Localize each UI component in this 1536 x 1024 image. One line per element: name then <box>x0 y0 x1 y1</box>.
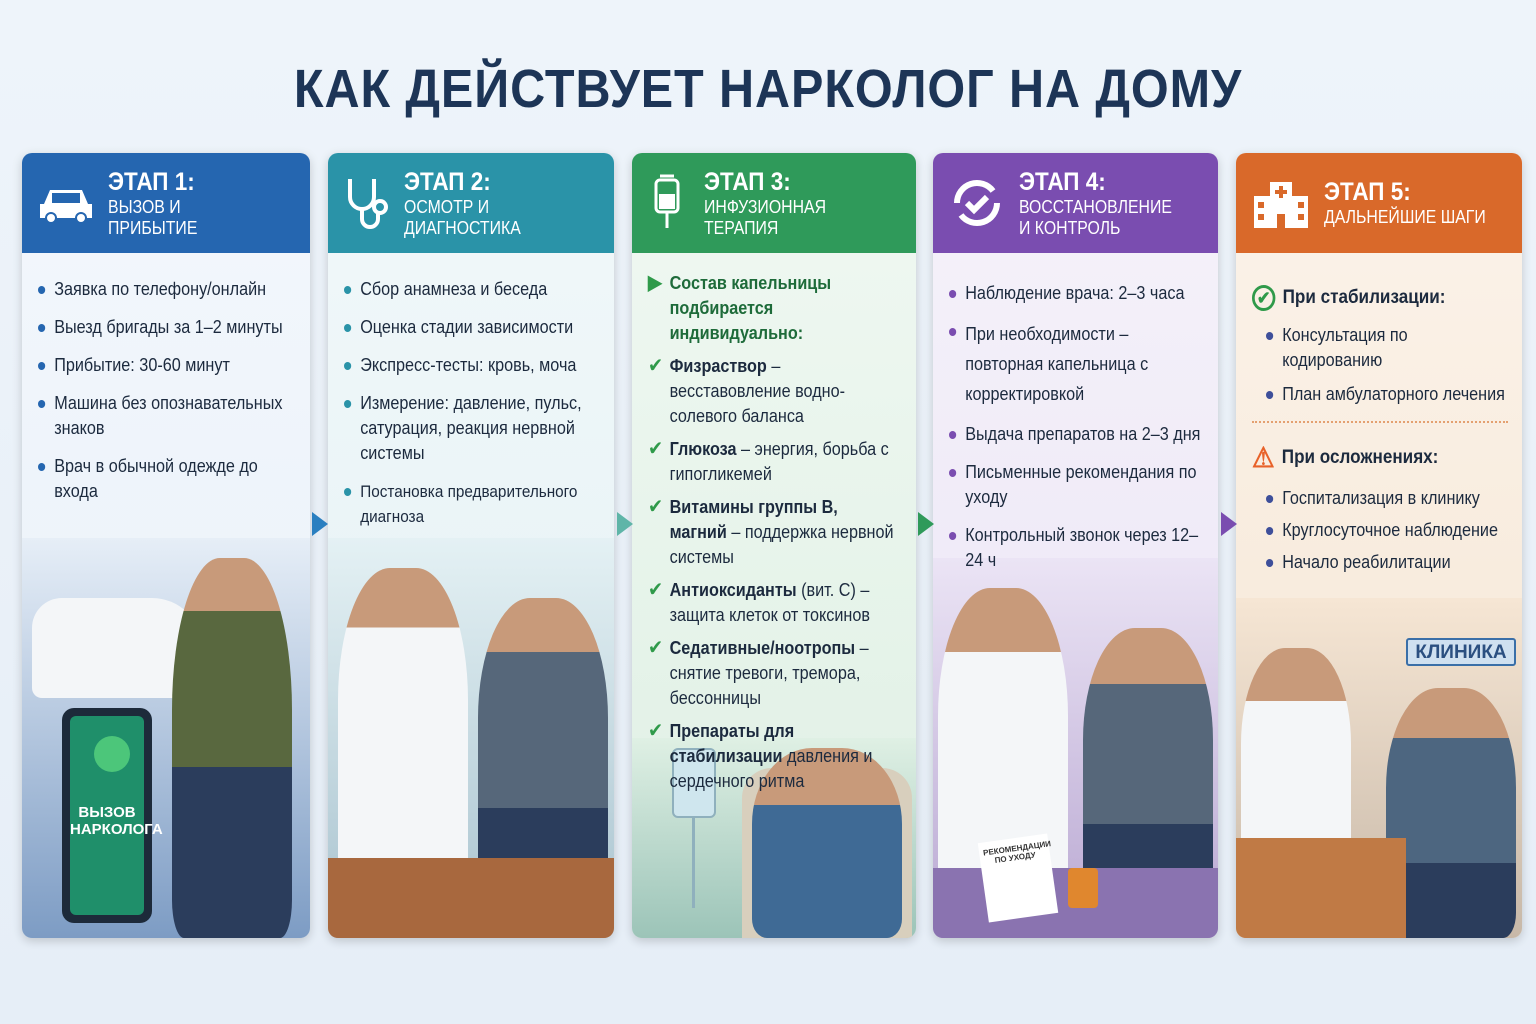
divider <box>1252 421 1508 423</box>
list-item: Машина без опознавательных знаков <box>38 391 293 441</box>
list-item: Экспресс-тесты: кровь, моча <box>344 353 597 378</box>
list-item: Витамины группы B, магний – поддержка не… <box>648 495 899 570</box>
stage-subtitle: ВЫЗОВ И ПРИБЫТИЕ <box>108 196 198 238</box>
iv-drip-icon <box>654 174 680 228</box>
illustration-clinic: КЛИНИКА <box>1236 598 1522 938</box>
list-item: Врач в обычной одежде до входа <box>38 454 293 504</box>
list-item: Заявка по телефону/онлайн <box>38 277 293 302</box>
list-item: Антиоксиданты (вит. С) – защита клеток о… <box>648 578 899 628</box>
arrow-4-5 <box>1221 512 1237 536</box>
refresh-check-icon <box>954 180 1000 226</box>
stage-3-header: ЭТАП 3: ИНФУЗИОННАЯ ТЕРАПИЯ <box>632 153 916 253</box>
list-item: Седативные/ноотропы – снятие тревоги, тр… <box>648 636 899 711</box>
list-item: Консультация по кодированию <box>1266 323 1506 373</box>
list-item: Постановка предварительного диагноза <box>344 479 597 529</box>
stethoscope-icon <box>348 179 388 229</box>
list-item: Контрольный звонок через 12–24 ч <box>949 523 1201 573</box>
recommendations-label: РЕКОМЕНДАЦИИ ПО УХОДУ <box>982 839 1052 866</box>
list-item: При необходимости – повторная капельница… <box>949 319 1201 409</box>
list-item: Физраствор – весставовление водно-солево… <box>648 354 899 429</box>
illustration-arrival: ВЫЗОВ НАРКОЛОГА <box>22 538 310 938</box>
stage-title: ЭТАП 2: <box>404 167 491 196</box>
arrow-2-3 <box>617 512 633 536</box>
illustration-examination <box>328 538 614 938</box>
stage-5-header: ЭТАП 5: ДАЛЬНЕЙШИЕ ШАГИ <box>1236 153 1522 253</box>
stage-title: ЭТАП 5: <box>1324 178 1411 206</box>
hospital-icon <box>1254 182 1308 228</box>
list-item: Выезд бригады за 1–2 минуты <box>38 315 293 340</box>
call-label: ВЫЗОВ НАРКОЛОГА <box>70 804 163 838</box>
stage-2-card: ЭТАП 2: ОСМОТР И ДИАГНОСТИКА Сбор анамнез… <box>328 153 614 938</box>
page-title: КАК ДЕЙСТВУЕТ НАРКОЛОГ НА ДОМУ <box>293 59 1243 119</box>
stage-subtitle: ИНФУЗИОННАЯ ТЕРАПИЯ <box>704 196 827 238</box>
lead-text: Состав капельницы подбирается индивидуал… <box>648 271 899 346</box>
stage-5-card: ЭТАП 5: ДАЛЬНЕЙШИЕ ШАГИ ✔ При стабилизации… <box>1236 153 1522 938</box>
stage-1-header: ЭТАП 1: ВЫЗОВ И ПРИБЫТИЕ <box>22 153 310 253</box>
stage-title: ЭТАП 3: <box>704 167 791 196</box>
list-item: Выдача препаратов на 2–3 дня <box>949 422 1201 447</box>
list-item: Круглосуточное наблюдение <box>1266 518 1506 543</box>
arrow-1-2 <box>312 512 328 536</box>
car-icon <box>40 190 92 224</box>
warning-icon: ⚠ <box>1252 442 1275 473</box>
list-item: Измерение: давление, пульс, сатурация, р… <box>344 391 597 466</box>
list-item: Начало реабилитации <box>1266 550 1506 575</box>
check-circle-icon: ✔ <box>1252 285 1276 311</box>
illustration-infusion <box>632 738 916 938</box>
list-item: Госпитализация в клинику <box>1266 486 1506 511</box>
stage-subtitle: ДАЛЬНЕЙШИЕ ШАГИ <box>1324 207 1486 227</box>
list-item: Оценка стадии зависимости <box>344 315 597 340</box>
stabilization-heading: ✔ При стабилизации: <box>1252 285 1482 311</box>
list-item: Письменные рекомендания по уходу <box>949 460 1201 510</box>
list-item: Прибытие: 30-60 минут <box>38 353 293 378</box>
list-item: Наблюдение врача: 2–3 часа <box>949 281 1201 306</box>
stage-title: ЭТАП 1: <box>108 167 195 196</box>
list-item: План амбулаторного лечения <box>1266 382 1506 407</box>
stage-title: ЭТАП 4: <box>1019 167 1106 196</box>
illustration-recovery: РЕКОМЕНДАЦИИ ПО УХОДУ <box>933 558 1218 938</box>
stage-4-header: ЭТАП 4: ВОССТАНОВЛЕНИЕ И КОНТРОЛЬ <box>933 153 1218 253</box>
stage-2-header: ЭТАП 2: ОСМОТР И ДИАГНОСТИКА <box>328 153 614 253</box>
complications-heading: ⚠ При осложнениях: <box>1252 442 1439 473</box>
clinic-sign: КЛИНИКА <box>1415 642 1507 663</box>
list-item: Глюкоза – энергия, борьба с гипогликемей <box>648 437 899 487</box>
list-item: Сбор анамнеза и беседа <box>344 277 597 302</box>
stage-1-card: ЭТАП 1: ВЫЗОВ И ПРИБЫТИЕ Заявка по телефо… <box>22 153 310 938</box>
list-item: Препараты для стабилизации давления и се… <box>648 719 899 794</box>
stage-4-card: ЭТАП 4: ВОССТАНОВЛЕНИЕ И КОНТРОЛЬ Наблюде… <box>933 153 1218 938</box>
stage-subtitle: ВОССТАНОВЛЕНИЕ И КОНТРОЛЬ <box>1019 196 1172 238</box>
arrow-3-4 <box>918 512 934 536</box>
stage-3-card: ЭТАП 3:ИНФУЗИОННАЯ ТЕРАПИЯ Состав капель… <box>632 153 916 938</box>
stage-subtitle: ОСМОТР И ДИАГНОСТИКА <box>404 196 521 238</box>
